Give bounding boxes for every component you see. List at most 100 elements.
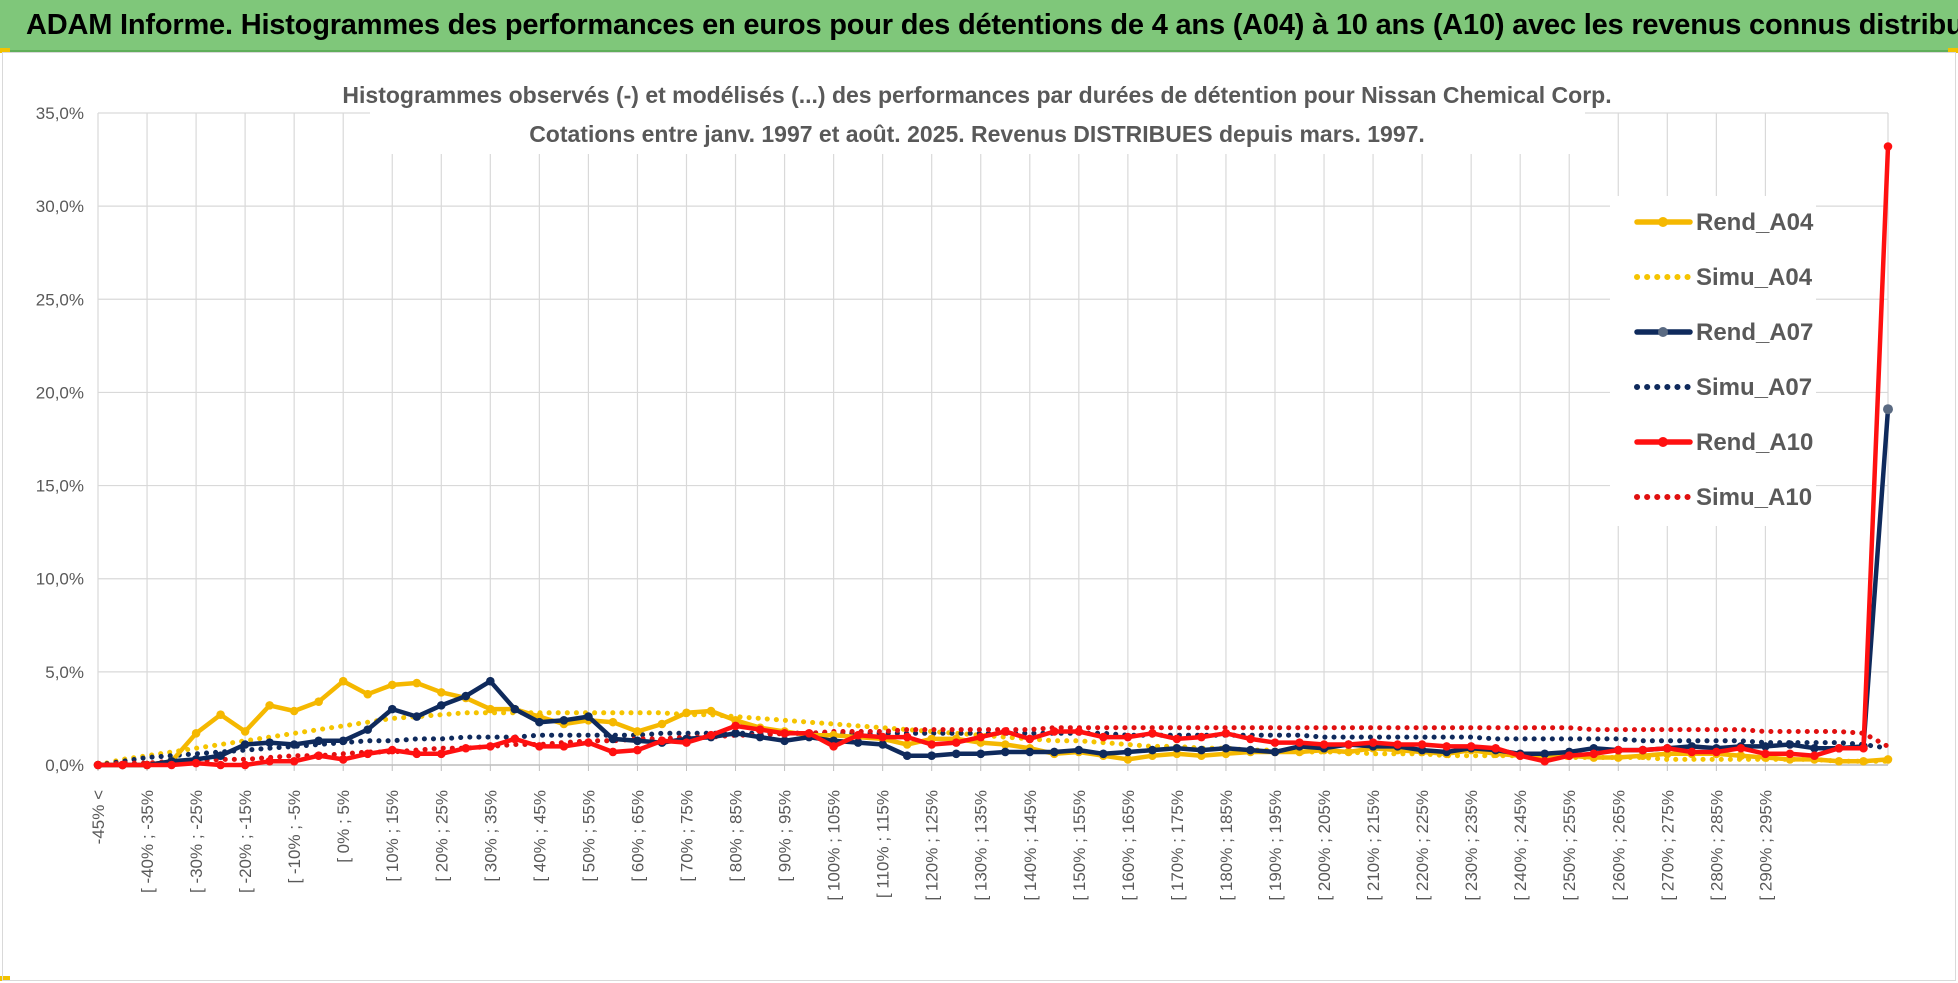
data-point-rend_a10 [1515, 751, 1525, 760]
series-line-simu_a07 [95, 730, 1891, 768]
data-point-rend_a10 [1295, 738, 1304, 747]
data-point-rend_a10 [437, 749, 446, 759]
data-point-rend_a10 [240, 760, 250, 770]
data-point-rend_a10 [1270, 738, 1280, 747]
data-point-rend_a04 [412, 678, 422, 688]
corner-mark-right [1948, 48, 1958, 53]
data-point-rend_a10 [338, 755, 348, 764]
x-tick-label: [ 230% ; 235% [1462, 790, 1481, 901]
x-tick-label: [ 210% ; 215% [1364, 790, 1383, 901]
data-point-rend_a10 [93, 760, 103, 770]
data-point-rend_a10 [1000, 727, 1010, 736]
data-point-rend_a10 [902, 732, 912, 742]
banner: ADAM Informe. Histogrammes des performan… [0, 0, 1958, 52]
data-point-rend_a04 [314, 697, 323, 706]
data-point-rend_a07 [1246, 745, 1255, 755]
x-tick-label: [ -10% ; -5% [285, 790, 304, 884]
x-tick-label: [ 40% ; 45% [530, 790, 549, 882]
data-point-rend_a07 [1172, 743, 1182, 753]
data-point-rend_a04 [706, 706, 716, 716]
data-point-rend_a04 [191, 729, 201, 738]
data-point-rend_a10 [1883, 142, 1893, 151]
data-point-rend_a04 [1344, 747, 1353, 757]
x-tick-label: [ 290% ; 295% [1756, 790, 1775, 901]
data-point-rend_a10 [289, 756, 299, 766]
x-tick-label: [ 120% ; 125% [923, 790, 942, 901]
x-tick-label: [ 280% ; 285% [1707, 790, 1726, 901]
data-point-rend_a07 [1050, 747, 1059, 757]
data-point-rend_a04 [437, 688, 446, 697]
x-tick-label: [ 170% ; 175% [1168, 790, 1187, 901]
y-tick-label: 25,0% [36, 290, 84, 309]
x-tick-label: [ 200% ; 205% [1315, 790, 1334, 901]
data-point-rend_a04 [1123, 755, 1133, 764]
data-point-rend_a04 [1834, 756, 1844, 766]
x-tick-label: [ 130% ; 135% [972, 790, 991, 901]
legend-label-rend_a04: Rend_A04 [1696, 209, 1814, 236]
data-point-rend_a10 [387, 745, 397, 755]
series [93, 142, 1893, 770]
data-point-rend_a10 [1221, 729, 1231, 738]
data-point-rend_a10 [853, 730, 863, 740]
data-point-rend_a07 [1221, 743, 1231, 753]
data-point-rend_a10 [167, 760, 176, 770]
data-point-rend_a07 [878, 740, 887, 749]
data-point-rend_a07 [976, 749, 986, 759]
data-point-rend_a10 [1687, 747, 1697, 757]
data-point-rend_a07 [1197, 745, 1206, 755]
legend-background [1610, 196, 1816, 526]
data-point-rend_a04 [657, 719, 667, 729]
x-tick-label: [ 60% ; 65% [628, 790, 647, 882]
corner-mark-left [0, 48, 10, 53]
y-tick-label: 20,0% [36, 383, 84, 402]
data-point-rend_a10 [584, 738, 593, 747]
data-point-rend_a07 [387, 704, 397, 714]
legend-label-simu_a04: Simu_A04 [1696, 264, 1813, 291]
data-point-rend_a07 [608, 734, 618, 744]
data-point-rend_a10 [1172, 734, 1182, 744]
data-point-rend_a04 [1736, 751, 1746, 760]
data-point-rend_a10 [559, 742, 569, 751]
legend-label-simu_a07: Simu_A07 [1696, 374, 1812, 401]
data-point-rend_a07 [486, 676, 495, 686]
data-point-rend_a10 [118, 760, 127, 770]
data-point-rend_a07 [289, 740, 299, 749]
x-tick-label: [ 110% ; 115% [874, 790, 893, 898]
data-point-rend_a07 [240, 740, 250, 749]
data-point-rend_a10 [1540, 756, 1549, 766]
data-point-rend_a10 [1344, 740, 1353, 749]
legend-marker-rend_a07 [1658, 327, 1668, 337]
data-point-rend_a07 [1810, 743, 1819, 753]
data-point-rend_a10 [1761, 749, 1770, 759]
data-point-rend_a10 [1148, 729, 1157, 738]
data-point-rend_a10 [1466, 742, 1476, 751]
data-point-rend_a10 [1393, 740, 1402, 749]
data-point-rend_a10 [1491, 743, 1500, 753]
data-point-rend_a07 [559, 716, 569, 725]
data-point-rend_a07 [731, 729, 740, 738]
data-point-rend_a10 [1859, 743, 1868, 753]
data-point-rend_a10 [1589, 749, 1599, 759]
data-point-rend_a04 [1859, 756, 1868, 766]
x-tick-label: [ 240% ; 245% [1511, 790, 1530, 901]
x-tick-label: [ 260% ; 265% [1609, 790, 1628, 901]
x-tick-label: [ 140% ; 145% [1021, 790, 1040, 901]
chart-title: Histogrammes observés (-) et modélisés (… [342, 82, 1611, 108]
data-point-rend_a07 [1000, 747, 1010, 757]
data-point-rend_a07 [363, 725, 373, 734]
data-point-rend_a07 [216, 751, 225, 760]
data-point-rend_a07 [853, 738, 863, 747]
data-point-rend_a10 [142, 760, 152, 770]
data-point-rend_a07 [1099, 749, 1108, 759]
data-point-rend_a10 [486, 742, 495, 751]
data-point-rend_a10 [1417, 740, 1427, 749]
legend-marker-rend_a10 [1658, 437, 1668, 447]
x-tick-label: [ 150% ; 155% [1070, 790, 1089, 901]
data-point-rend_a07 [1540, 749, 1549, 759]
x-tick-label: [ 30% ; 35% [481, 790, 500, 882]
x-tick-label: [ 50% ; 55% [579, 790, 598, 882]
x-tick-label: [ 190% ; 195% [1266, 790, 1285, 901]
y-tick-label: 35,0% [36, 104, 84, 123]
data-point-rend_a10 [731, 721, 740, 731]
